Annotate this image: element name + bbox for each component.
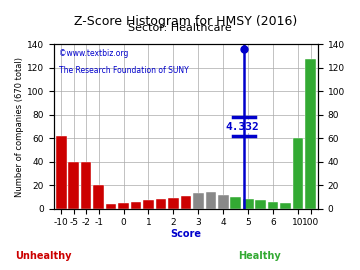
Y-axis label: Number of companies (670 total): Number of companies (670 total) — [15, 57, 24, 197]
Bar — [181, 196, 191, 209]
Text: Sector: Healthcare: Sector: Healthcare — [128, 23, 232, 33]
Text: ©www.textbiz.org: ©www.textbiz.org — [59, 49, 129, 58]
Text: The Research Foundation of SUNY: The Research Foundation of SUNY — [59, 66, 189, 75]
Bar — [93, 185, 104, 209]
Bar — [293, 138, 303, 209]
Bar — [193, 193, 204, 209]
Bar — [230, 197, 241, 209]
Text: Unhealthy: Unhealthy — [15, 251, 71, 261]
Bar — [218, 195, 229, 209]
Bar — [280, 203, 291, 209]
Bar — [118, 203, 129, 209]
Text: 4.332: 4.332 — [226, 122, 260, 131]
Bar — [168, 198, 179, 209]
Bar — [243, 199, 253, 209]
Text: Healthy: Healthy — [238, 251, 280, 261]
Bar — [143, 201, 154, 209]
Bar — [268, 202, 278, 209]
Bar — [106, 204, 116, 209]
Bar — [131, 202, 141, 209]
Bar — [305, 59, 316, 209]
X-axis label: Score: Score — [170, 229, 201, 239]
Bar — [68, 162, 79, 209]
Title: Z-Score Histogram for HMSY (2016): Z-Score Histogram for HMSY (2016) — [74, 15, 297, 28]
Bar — [206, 192, 216, 209]
Bar — [56, 136, 67, 209]
Bar — [81, 162, 91, 209]
Bar — [255, 201, 266, 209]
Bar — [156, 199, 166, 209]
